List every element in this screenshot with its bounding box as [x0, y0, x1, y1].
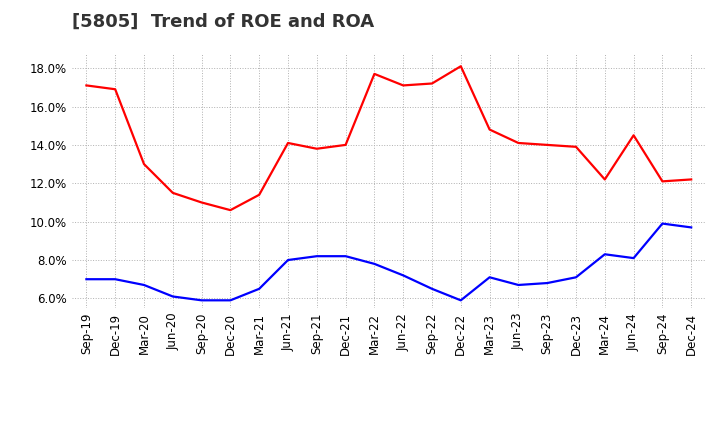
ROE [572, 144, 580, 150]
ROA [399, 273, 408, 278]
ROA [428, 286, 436, 291]
ROE [399, 83, 408, 88]
ROE [284, 140, 292, 146]
ROA [82, 277, 91, 282]
ROA [312, 253, 321, 259]
ROE [312, 146, 321, 151]
ROE [543, 142, 552, 147]
Text: [5805]  Trend of ROE and ROA: [5805] Trend of ROE and ROA [72, 13, 374, 31]
ROA [629, 256, 638, 261]
ROE [658, 179, 667, 184]
ROA [543, 280, 552, 286]
ROA [572, 275, 580, 280]
ROE [456, 64, 465, 69]
ROE [428, 81, 436, 86]
ROE [226, 208, 235, 213]
ROA [456, 298, 465, 303]
ROE [82, 83, 91, 88]
ROA [284, 257, 292, 263]
ROE [197, 200, 206, 205]
ROE [600, 177, 609, 182]
ROA [658, 221, 667, 226]
ROA [255, 286, 264, 291]
ROA [370, 261, 379, 267]
ROA [226, 298, 235, 303]
ROE [255, 192, 264, 198]
ROE [111, 87, 120, 92]
Line: ROA: ROA [86, 224, 691, 301]
ROE [514, 140, 523, 146]
ROE [485, 127, 494, 132]
ROA [687, 225, 696, 230]
Line: ROE: ROE [86, 66, 691, 210]
ROE [341, 142, 350, 147]
ROA [485, 275, 494, 280]
ROA [341, 253, 350, 259]
ROE [687, 177, 696, 182]
ROA [111, 277, 120, 282]
ROA [168, 294, 177, 299]
ROA [140, 282, 148, 288]
ROA [197, 298, 206, 303]
ROA [600, 252, 609, 257]
ROE [629, 133, 638, 138]
ROA [514, 282, 523, 288]
ROE [168, 190, 177, 195]
ROE [140, 161, 148, 167]
ROE [370, 71, 379, 77]
